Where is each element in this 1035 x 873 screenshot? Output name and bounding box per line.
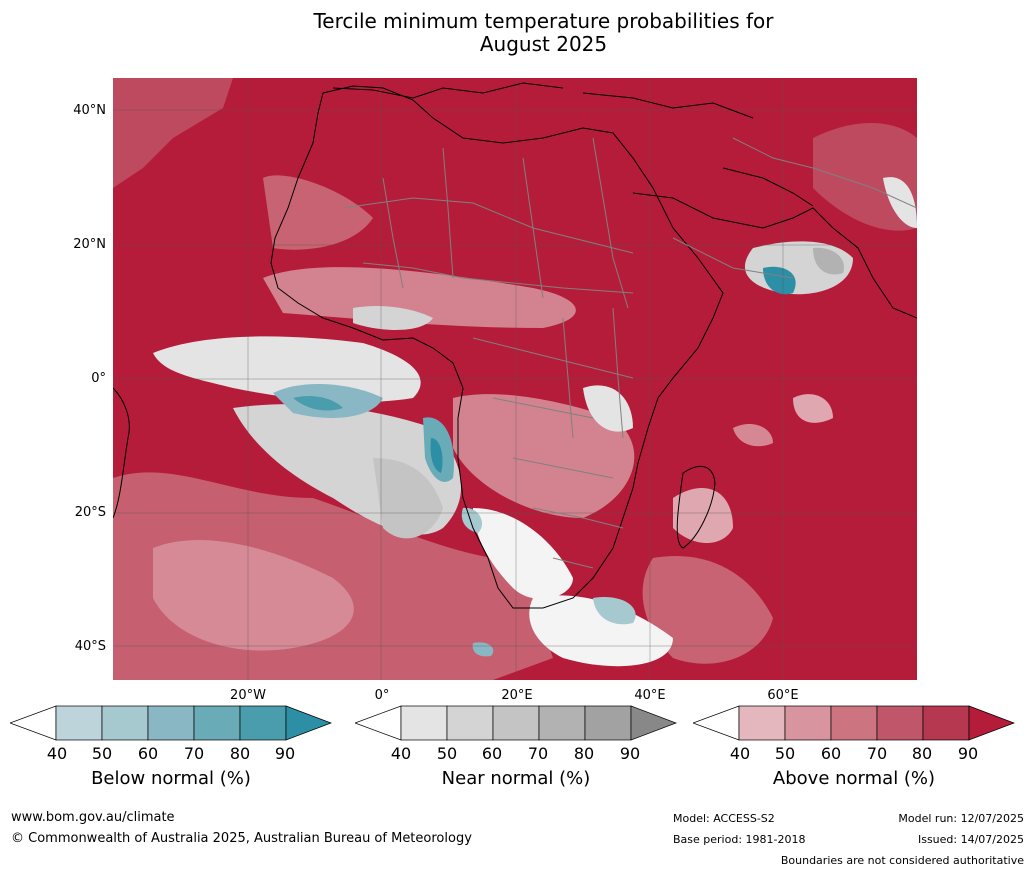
above-tick-60: 60 [820,744,842,763]
cb1-seg3 [492,705,540,741]
lon-label-20e: 20°E [501,688,533,703]
near-normal-title: Near normal (%) [441,768,591,789]
lat-label-20n: 20°N [73,237,106,252]
above-tick-50: 50 [774,744,796,763]
near-tick-90: 90 [619,744,641,763]
cb1-seg2 [446,705,494,741]
colorbar-below-normal [10,705,332,743]
website-link[interactable]: www.bom.gov.au/climate [11,810,175,825]
title-line-1: Tercile minimum temperature probabilitie… [313,9,774,33]
near-tick-40: 40 [390,744,412,763]
lon-label-0: 0° [374,688,390,703]
cb1-seg1 [400,705,448,741]
above-normal-light-regions [113,78,917,680]
above-tick-70: 70 [866,744,888,763]
coastlines [113,82,917,609]
cb1-seg6 [630,705,677,741]
colorbar-near-swatches [355,705,677,741]
below-tick-80: 80 [229,744,251,763]
near-tick-50: 50 [436,744,458,763]
issued-date: Issued: 14/07/2025 [917,833,1024,846]
above-normal-title: Above normal (%) [772,768,936,789]
lon-label-20w: 20°W [230,688,266,703]
boundaries-disclaimer: Boundaries are not considered authoritat… [780,854,1024,867]
cb0-seg1 [55,705,103,741]
below-normal-title: Below normal (%) [91,768,251,789]
cb2-seg0 [693,705,740,741]
cb0-seg4 [193,705,241,741]
cb1-seg0 [355,705,402,741]
model-name: Model: ACCESS-S2 [673,812,775,825]
cb0-seg2 [101,705,149,741]
copyright-text: © Commonwealth of Australia 2025, Austra… [11,831,472,846]
title-line-2: August 2025 [479,32,608,56]
lat-label-40n: 40°N [73,103,106,118]
cb2-seg4 [876,705,924,741]
cb0-seg3 [147,705,195,741]
lon-label-60e: 60°E [767,688,799,703]
near-tick-80: 80 [573,744,595,763]
below-tick-90: 90 [274,744,296,763]
cb1-seg5 [584,705,632,741]
above-tick-90: 90 [957,744,979,763]
probability-map[interactable] [113,78,917,680]
cb0-seg0 [10,705,57,741]
below-tick-70: 70 [183,744,205,763]
lat-label-20s: 20°S [74,505,106,520]
country-borders [342,137,917,569]
below-tick-40: 40 [46,744,68,763]
cb2-seg6 [968,705,1015,741]
cb0-seg6 [285,705,332,741]
lon-label-40e: 40°E [634,688,666,703]
cb2-seg3 [830,705,878,741]
map-canvas [113,78,917,680]
colorbar-above-swatches [693,705,1015,741]
near-tick-60: 60 [481,744,503,763]
cb0-seg5 [239,705,287,741]
graticule [113,78,917,680]
lat-label-equator: 0° [91,371,106,386]
below-tick-50: 50 [91,744,113,763]
cb2-seg2 [784,705,832,741]
above-tick-80: 80 [911,744,933,763]
colorbar-above-normal [693,705,1015,743]
base-period: Base period: 1981-2018 [673,833,806,846]
below-tick-60: 60 [137,744,159,763]
above-tick-40: 40 [729,744,751,763]
chart-title: Tercile minimum temperature probabilitie… [0,10,1035,56]
lat-label-40s: 40°S [74,639,106,654]
cb1-seg4 [538,705,586,741]
near-normal-regions [153,177,917,667]
model-run-date: Model run: 12/07/2025 [898,812,1024,825]
colorbar-near-normal [355,705,677,743]
cb2-seg1 [738,705,786,741]
colorbar-below-swatches [10,705,332,741]
near-tick-70: 70 [527,744,549,763]
cb2-seg5 [922,705,970,741]
